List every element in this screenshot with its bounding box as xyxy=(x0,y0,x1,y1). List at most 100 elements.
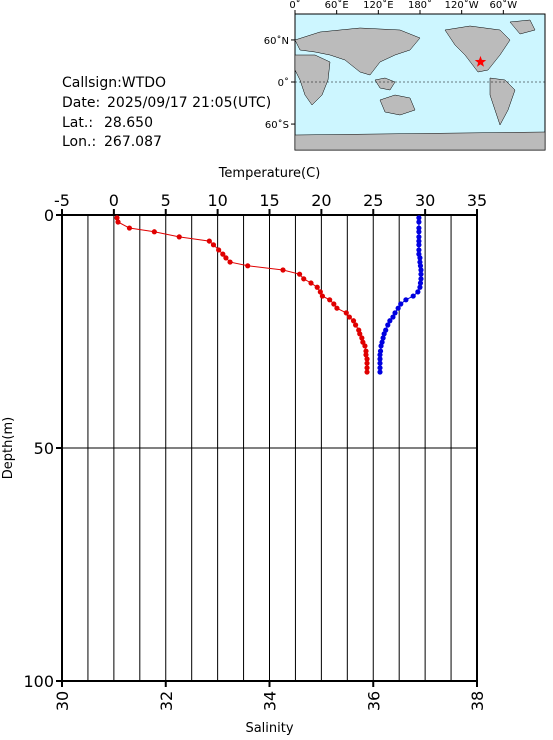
x-tick-label: 32 xyxy=(157,691,176,711)
x2-tick-label: 35 xyxy=(467,191,487,210)
lon: 267.087 xyxy=(104,134,162,150)
profile-point xyxy=(417,284,423,290)
profile-point xyxy=(416,225,422,231)
profile-point xyxy=(416,242,422,248)
map-x-label: 0˚ xyxy=(289,0,300,11)
profile-point xyxy=(151,229,157,235)
profile-point xyxy=(416,247,422,253)
profile-point xyxy=(223,255,229,261)
profile-point xyxy=(410,293,416,299)
profile-point xyxy=(301,276,307,282)
profile-point xyxy=(359,335,365,341)
y-tick-label: 50 xyxy=(34,439,54,458)
profile-point xyxy=(314,284,320,290)
profile-point xyxy=(343,310,349,316)
x2-tick-label: 25 xyxy=(363,191,383,210)
profile-point xyxy=(280,267,286,273)
profile-point xyxy=(378,343,384,349)
profile-point xyxy=(126,225,133,231)
x2-tick-label: 30 xyxy=(415,191,435,210)
x2-tick-label: 5 xyxy=(161,191,171,210)
profile-point xyxy=(381,331,387,337)
map-y-label: 60˚N xyxy=(264,35,289,47)
profile-point xyxy=(245,263,251,269)
profile-point xyxy=(417,263,424,269)
profile-point xyxy=(327,297,333,303)
profile-point xyxy=(416,219,422,225)
profile-point xyxy=(380,335,386,341)
profile-point xyxy=(387,318,393,324)
profile-point xyxy=(398,301,404,307)
x2-axis-title: Temperature(C) xyxy=(218,166,321,181)
profile-point xyxy=(216,247,222,253)
date-label: Date: xyxy=(62,95,100,111)
profile-point xyxy=(364,360,370,366)
profile-point xyxy=(385,322,391,328)
profile-point xyxy=(176,234,182,240)
position-marker xyxy=(474,55,487,67)
profile-point xyxy=(364,369,370,375)
profile-point xyxy=(418,271,424,277)
map-y-label: 0˚ xyxy=(278,77,289,89)
lat-label: Lat.: xyxy=(62,115,93,131)
profile-point xyxy=(319,293,326,299)
map-x-label: 60˚W xyxy=(490,0,518,11)
x2-tick-label: 15 xyxy=(259,191,279,210)
profile-point xyxy=(357,331,363,337)
profile-point xyxy=(377,369,383,375)
continents xyxy=(294,19,546,151)
profile-point xyxy=(377,352,383,358)
x-tick-label: 30 xyxy=(53,691,72,711)
y-tick-label: 100 xyxy=(23,672,54,691)
profile-point xyxy=(377,356,383,362)
profile-point xyxy=(227,259,233,265)
profile-point xyxy=(308,280,314,286)
profile-point xyxy=(363,352,369,358)
y-axis-title: Depth(m) xyxy=(1,417,16,479)
y-tick-label: 0 xyxy=(44,206,54,225)
profile-point xyxy=(350,318,357,324)
profile-point xyxy=(206,238,212,244)
profile-point xyxy=(377,365,383,371)
profile-point xyxy=(115,219,121,225)
x-axis-title: Salinity xyxy=(245,721,293,736)
profile-point xyxy=(416,234,422,240)
profile-point xyxy=(416,215,422,221)
profile-point xyxy=(417,280,424,286)
callsign: Callsign:WTDO xyxy=(62,75,166,91)
lat: 28.650 xyxy=(104,115,153,131)
profile-point xyxy=(395,305,401,311)
profile-point xyxy=(362,343,368,349)
profile-point xyxy=(416,229,422,235)
profile-point xyxy=(334,305,340,311)
map-y-label: 60˚S xyxy=(265,119,289,131)
profile-point xyxy=(317,289,323,295)
profile-point xyxy=(353,322,359,328)
map-x-label: 180˚ xyxy=(408,0,432,11)
profile-point xyxy=(415,289,421,295)
map xyxy=(294,13,546,151)
profile-point xyxy=(210,242,217,248)
map-x-label: 120˚W xyxy=(445,0,479,11)
x2-tick-label: 10 xyxy=(207,191,227,210)
profile-point xyxy=(418,267,424,273)
x-tick-label: 34 xyxy=(261,691,280,711)
profile-point xyxy=(114,215,120,221)
map-x-label: 120˚E xyxy=(363,0,393,11)
x2-tick-label: 0 xyxy=(109,191,119,210)
profile-line xyxy=(116,217,368,372)
profile-point xyxy=(346,314,352,320)
profile-point xyxy=(363,348,369,354)
x-tick-label: 36 xyxy=(364,691,383,711)
x-tick-label: 38 xyxy=(468,691,487,711)
date: 2025/09/17 21:05(UTC) xyxy=(107,95,271,111)
profile-point xyxy=(364,365,370,371)
profile-point xyxy=(403,297,409,303)
lon-label: Lon.: xyxy=(62,134,96,150)
profile-point xyxy=(364,356,370,362)
profile-point xyxy=(392,310,398,316)
profile-point xyxy=(331,301,337,307)
map-x-label: 60˚E xyxy=(325,0,349,11)
